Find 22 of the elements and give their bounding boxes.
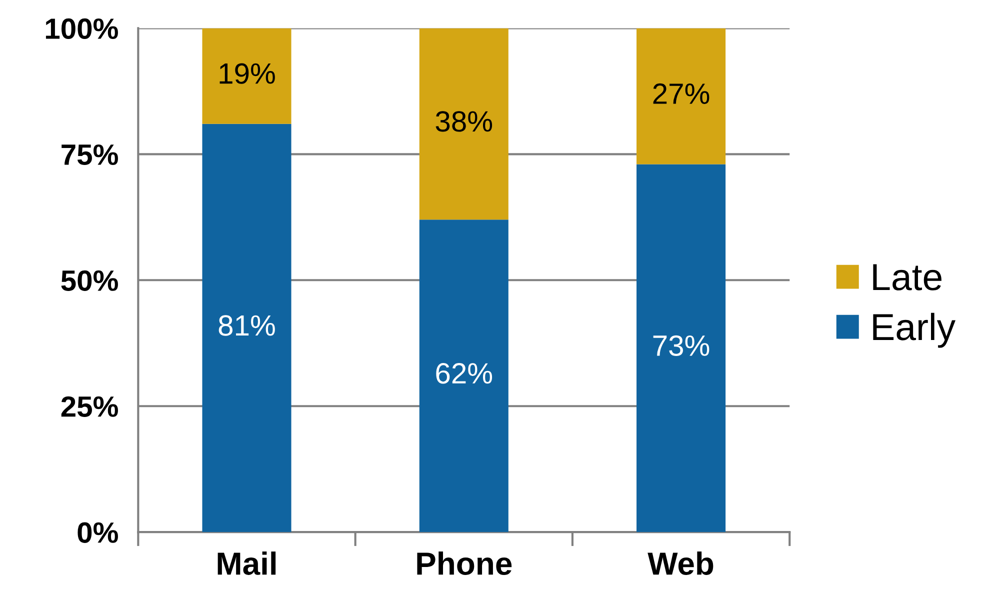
data-label: 19% (220, 63, 275, 84)
y-tick-label: 100% (46, 18, 118, 40)
legend-label: Late (873, 264, 942, 290)
y-tick-label: 0% (78, 522, 118, 543)
data-label: 38% (436, 111, 492, 132)
y-tick-label: 50% (61, 270, 118, 291)
data-label: 62% (436, 363, 492, 384)
bar (636, 164, 726, 532)
bar (202, 124, 292, 532)
x-tick-label: Mail (218, 552, 276, 575)
data-label: 73% (653, 335, 710, 356)
bar (419, 220, 508, 532)
x-tick-label: Web (648, 552, 714, 575)
bar (419, 28, 508, 220)
y-tick-label: 75% (62, 144, 118, 166)
y-tick-label: 25% (61, 396, 118, 417)
x-tick-label: Phone (417, 552, 512, 575)
data-label: 81% (218, 315, 275, 336)
data-label: 27% (653, 83, 710, 104)
bar (636, 28, 726, 164)
legend-label: Early (873, 312, 956, 348)
bar (202, 28, 292, 124)
